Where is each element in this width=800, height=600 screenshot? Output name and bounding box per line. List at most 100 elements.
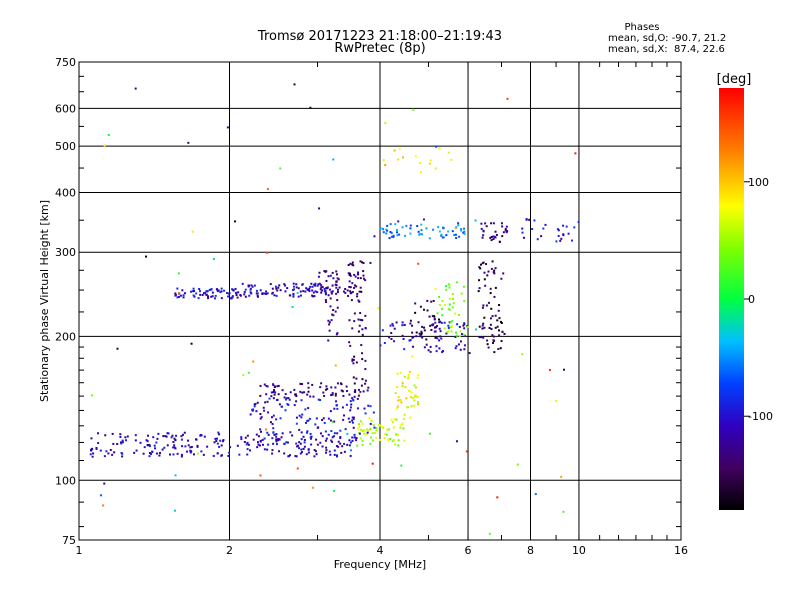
- data-point: [423, 329, 426, 332]
- data-point: [397, 444, 400, 447]
- data-point: [409, 339, 412, 342]
- data-point: [394, 392, 397, 395]
- data-point: [295, 416, 298, 419]
- data-point: [403, 323, 406, 326]
- data-point: [259, 412, 262, 415]
- data-point: [390, 232, 393, 235]
- data-point: [321, 286, 324, 289]
- data-point: [215, 437, 218, 440]
- data-point: [277, 384, 280, 387]
- data-point: [485, 304, 488, 307]
- data-point: [165, 435, 168, 438]
- data-point: [331, 284, 334, 287]
- data-point: [401, 334, 404, 337]
- data-point: [492, 335, 495, 338]
- data-point: [361, 328, 364, 331]
- data-point: [379, 344, 382, 347]
- data-point: [452, 302, 455, 305]
- data-point: [281, 389, 284, 392]
- data-point: [352, 376, 355, 379]
- data-point: [382, 159, 385, 162]
- data-point: [421, 233, 424, 236]
- data-point: [256, 401, 259, 404]
- data-point: [269, 283, 272, 286]
- data-point: [455, 345, 458, 348]
- data-point: [336, 332, 339, 335]
- data-point: [271, 449, 274, 452]
- data-point: [353, 395, 356, 398]
- data-point: [499, 347, 502, 350]
- data-point: [412, 108, 415, 111]
- data-point: [343, 442, 346, 445]
- data-point: [214, 294, 217, 297]
- data-point: [312, 291, 315, 294]
- data-point: [196, 444, 199, 447]
- data-point: [492, 271, 495, 274]
- data-point: [134, 434, 137, 437]
- data-point: [463, 322, 466, 325]
- data-point: [352, 358, 355, 361]
- data-point: [277, 286, 280, 289]
- data-point: [313, 455, 316, 458]
- data-point: [228, 451, 231, 454]
- data-point: [374, 432, 377, 435]
- data-point: [104, 434, 107, 437]
- data-point: [333, 432, 336, 435]
- data-point: [182, 294, 185, 297]
- data-point: [239, 294, 242, 297]
- data-point: [493, 295, 496, 298]
- data-point: [491, 334, 494, 337]
- data-point: [447, 151, 450, 154]
- data-point: [465, 450, 468, 453]
- data-point: [445, 285, 448, 288]
- data-point: [143, 446, 146, 449]
- data-point: [361, 378, 364, 381]
- data-point: [359, 286, 362, 289]
- data-point: [266, 188, 269, 191]
- data-point: [333, 453, 336, 456]
- data-point: [491, 260, 494, 263]
- data-point: [292, 295, 295, 298]
- data-point: [91, 448, 94, 451]
- data-point: [394, 443, 397, 446]
- data-point: [226, 126, 229, 129]
- data-point: [400, 399, 403, 402]
- data-point: [190, 290, 193, 293]
- data-point: [369, 422, 372, 425]
- data-point: [357, 330, 360, 333]
- data-point: [252, 408, 255, 411]
- data-point: [397, 399, 400, 402]
- data-point: [306, 430, 309, 433]
- data-point: [300, 416, 303, 419]
- data-point: [353, 355, 356, 358]
- data-point: [336, 455, 339, 458]
- data-point: [420, 330, 423, 333]
- data-point: [393, 327, 396, 330]
- data-point: [411, 397, 414, 400]
- data-point: [460, 228, 463, 231]
- y-tick-label: 100: [55, 474, 76, 487]
- data-point: [494, 267, 497, 270]
- data-point: [273, 294, 276, 297]
- data-point: [335, 454, 338, 457]
- data-point: [364, 359, 367, 362]
- data-point: [215, 439, 218, 442]
- data-point: [353, 382, 356, 385]
- data-point: [325, 287, 328, 290]
- y-axis-label: Stationary phase Virtual Height [km]: [38, 200, 51, 402]
- data-point: [429, 324, 432, 327]
- data-point: [373, 426, 376, 429]
- data-point: [349, 344, 352, 347]
- data-point: [270, 391, 273, 394]
- data-point: [162, 435, 165, 438]
- data-point: [199, 290, 202, 293]
- data-point: [437, 295, 440, 298]
- data-point: [325, 300, 328, 303]
- data-point: [317, 283, 320, 286]
- data-point: [331, 271, 334, 274]
- data-point: [275, 418, 278, 421]
- data-point: [298, 441, 301, 444]
- data-point: [358, 324, 361, 327]
- data-point: [284, 398, 287, 401]
- data-point: [314, 282, 317, 285]
